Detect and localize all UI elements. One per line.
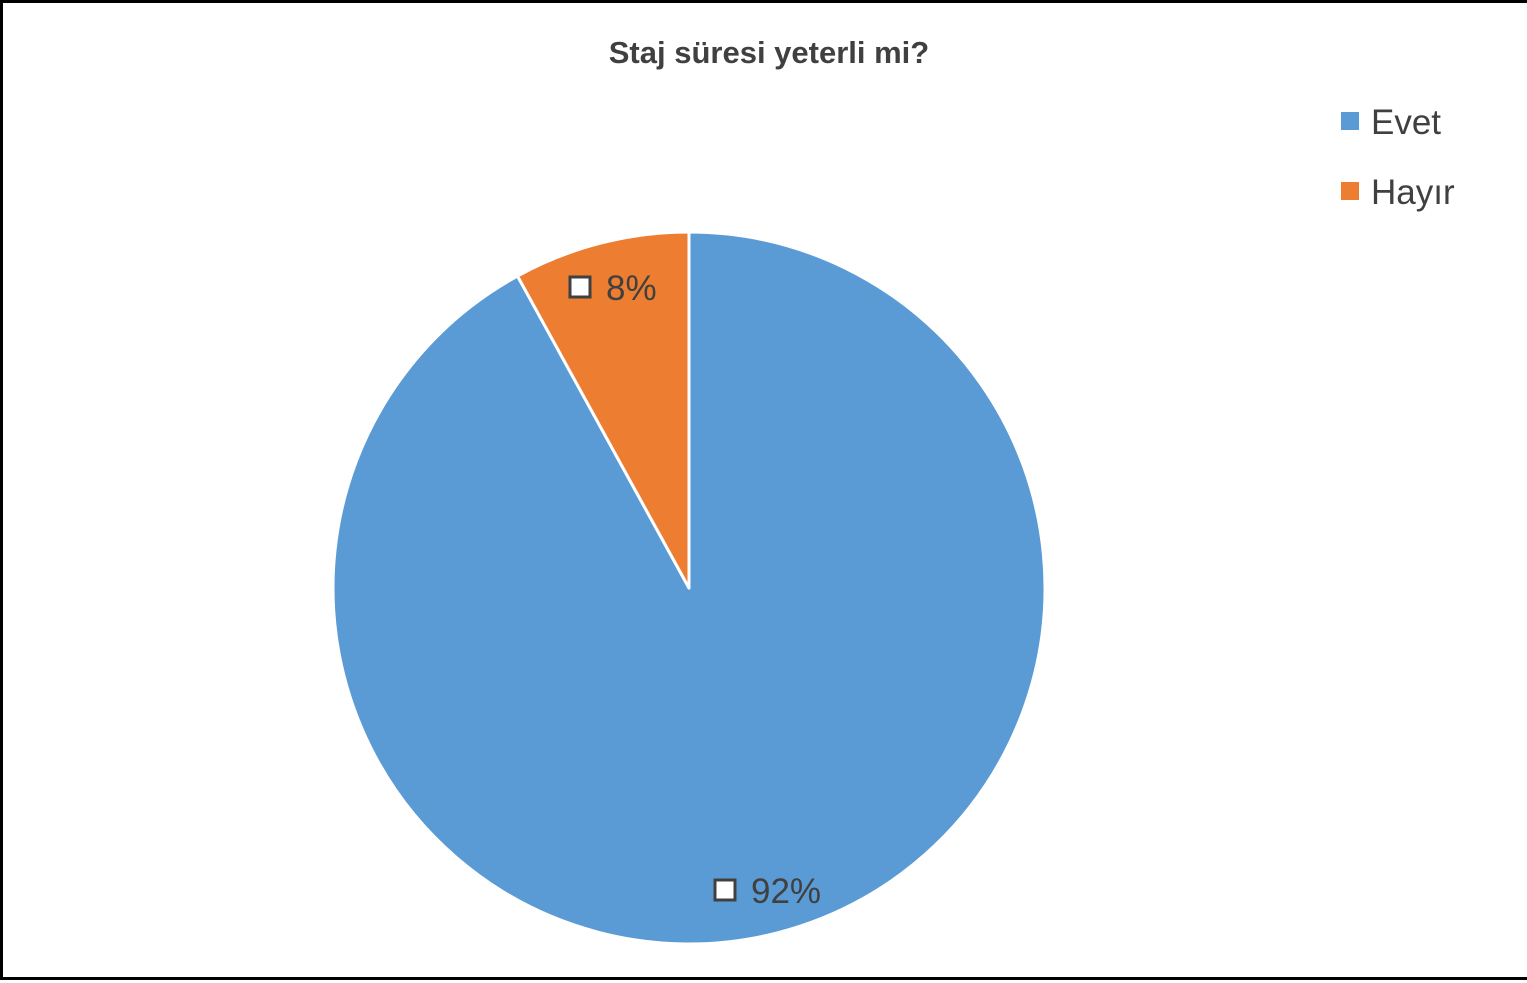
data-label-marker bbox=[713, 878, 737, 902]
legend-swatch-hayir bbox=[1341, 182, 1359, 200]
pie-slices bbox=[331, 230, 1047, 946]
data-labels: 92% 8% bbox=[568, 269, 821, 911]
pie-chart: Staj süresi yeterli mi? 92% 8% Evet Hayır bbox=[331, 35, 1455, 946]
data-label-hay-r: 8% bbox=[606, 269, 657, 308]
data-label-evet: 92% bbox=[751, 872, 821, 911]
data-label-marker bbox=[568, 275, 592, 299]
legend-swatch-evet bbox=[1341, 112, 1359, 130]
legend: Evet Hayır bbox=[1341, 103, 1455, 212]
chart-title: Staj süresi yeterli mi? bbox=[609, 35, 929, 70]
legend-label-hayir: Hayır bbox=[1371, 173, 1455, 212]
pie-slice-hay-r bbox=[515, 230, 691, 590]
legend-label-evet: Evet bbox=[1371, 103, 1441, 142]
